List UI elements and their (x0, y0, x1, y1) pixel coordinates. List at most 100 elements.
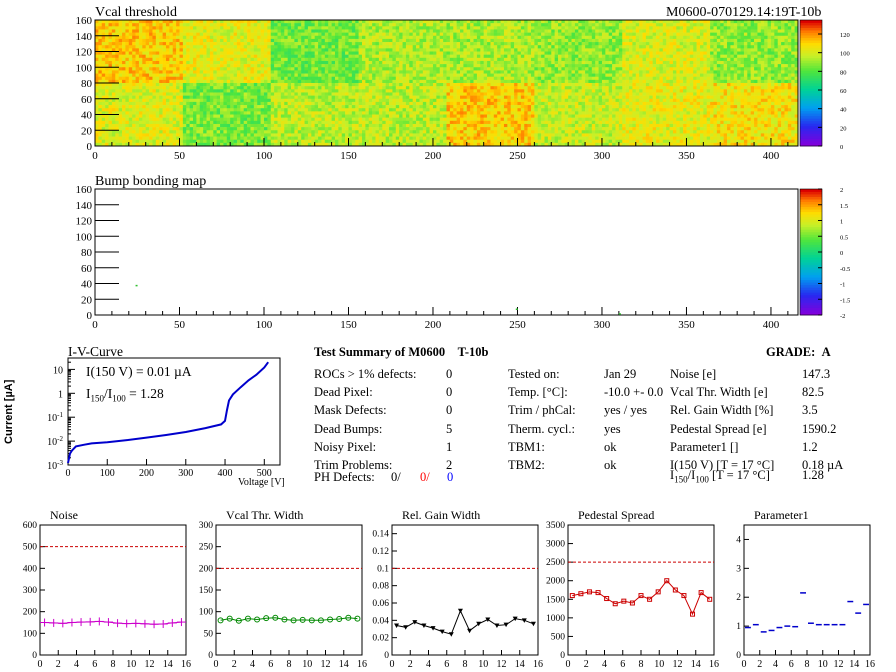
vcal-cell (213, 42, 217, 46)
vcal-cell (578, 70, 582, 74)
vcal-cell (118, 60, 123, 65)
vcal-cell (399, 54, 403, 59)
vcal-cell (527, 32, 532, 37)
vcal-cell (348, 54, 353, 59)
vcal-cell (209, 117, 214, 122)
vcal-cell (703, 26, 708, 30)
vcal-cell (588, 32, 593, 37)
vcal-cell (321, 76, 326, 81)
vcal-cell (737, 23, 741, 27)
vcal-cell (716, 23, 721, 27)
vcal-cell (216, 32, 221, 37)
vcal-cell (223, 105, 228, 109)
vcal-cell (159, 127, 163, 131)
vcal-cell (645, 76, 650, 81)
vcal-cell (165, 92, 170, 96)
vcal-cell (666, 32, 670, 37)
vcal-cell (318, 42, 322, 46)
vcal-cell (199, 133, 204, 137)
vcal-cell (118, 117, 123, 122)
vcal-cell (747, 73, 751, 77)
vcal-cell (334, 76, 339, 81)
vcal-cell (263, 42, 268, 46)
vcal-cell (716, 64, 721, 68)
vcal-cell (111, 117, 116, 122)
vcal-cell (446, 35, 451, 40)
vcal-cell (612, 35, 616, 40)
vcal-cell (534, 23, 539, 27)
vcal-cell (155, 29, 160, 33)
vcal-cell (460, 54, 464, 59)
vcal-cell (781, 20, 785, 24)
vcal-cell (209, 54, 214, 59)
vcal-cell (608, 60, 613, 65)
vcal-cell (260, 70, 265, 74)
vcal-cell (263, 67, 268, 71)
vcal-cell (132, 64, 136, 68)
vcal-cell (743, 38, 748, 43)
vcal-cell (710, 32, 714, 37)
vcal-cell (318, 73, 322, 77)
vcal-cell (189, 23, 194, 27)
vcal-cell (618, 70, 623, 74)
vcal-cell (101, 76, 106, 81)
vcal-cell (443, 67, 447, 71)
vcal-cell (544, 70, 549, 74)
vcal-cell (216, 101, 221, 106)
vcal-cell (240, 38, 245, 43)
vcal-cell (696, 45, 701, 49)
vcal-cell (220, 54, 224, 59)
vcal-cell (757, 57, 762, 62)
vcal-cell (247, 26, 251, 30)
vcal-cell (706, 42, 711, 46)
vcal-cell (189, 89, 194, 93)
vcal-cell (689, 45, 694, 49)
vcal-cell (568, 54, 572, 59)
vcal-cell (470, 79, 474, 84)
vcal-cell (287, 79, 292, 84)
vcal-cell (466, 20, 471, 24)
vcal-cell (145, 54, 150, 59)
vcal-cell (395, 54, 400, 59)
vcal-cell (669, 20, 674, 24)
vcal-cell (98, 127, 103, 131)
vcal-cell (95, 86, 99, 90)
vcal-cell (111, 130, 116, 134)
vcal-cell (493, 45, 498, 49)
vcal-cell (432, 67, 437, 71)
vcal-cell (743, 20, 748, 24)
vcal-cell (111, 105, 116, 109)
vcal-cell (155, 73, 160, 77)
vcal-cell (280, 38, 285, 43)
vcal-cell (551, 48, 555, 52)
vcal-cell (601, 23, 606, 27)
vcal-cell (591, 45, 596, 49)
vcal-cell (182, 108, 187, 112)
vcal-cell (287, 32, 292, 37)
vcal-cell (794, 67, 799, 71)
vcal-cell (402, 79, 407, 84)
vcal-cell (645, 79, 650, 84)
vcal-cell (159, 67, 163, 71)
vcal-cell (703, 54, 708, 59)
vcal-cell (186, 130, 190, 134)
vcal-cell (263, 29, 268, 33)
vcal-cell (591, 42, 596, 46)
vcal-cell (416, 64, 420, 68)
vcal-cell (226, 76, 231, 81)
vcal-cell (128, 35, 133, 40)
vcal-cell (449, 26, 454, 30)
vcal-cell (480, 64, 484, 68)
vcal-cell (770, 32, 775, 37)
vcal-cell (128, 117, 133, 122)
vcal-cell (263, 54, 268, 59)
vcal-cell (172, 127, 177, 131)
vcal-cell (108, 120, 113, 125)
vcal-cell (375, 32, 380, 37)
vcal-cell (578, 38, 582, 43)
vcal-cell (770, 20, 775, 24)
vcal-cell (257, 32, 261, 37)
vcal-cell (145, 117, 150, 122)
vcal-cell (162, 123, 167, 128)
vcal-cell (277, 76, 282, 81)
